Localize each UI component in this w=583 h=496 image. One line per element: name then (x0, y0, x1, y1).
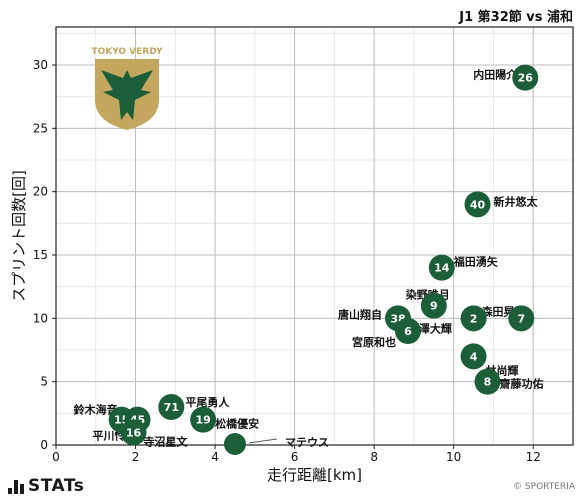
y-tick-label: 5 (40, 375, 48, 389)
player-marker (394, 318, 421, 344)
x-tick-label: 2 (132, 450, 140, 464)
player-number-label: 6 (404, 325, 412, 338)
player-labels: 内田陽介新井悠太福田湧矢染野唯月森田晃樹唐山翔自宮原和也深澤大輝林尚輝齋藤功佑平… (74, 68, 544, 449)
player-point: 26 (512, 64, 539, 91)
stats-bars-icon (8, 480, 24, 494)
player-marker (420, 292, 447, 319)
player-name-label: 内田陽介 (473, 68, 518, 82)
player-point: 8 (474, 368, 501, 395)
axes: 0 2 4 6 8 10 12 0 5 10 15 20 25 30 走行距離[km] スプリント回数[回] (10, 26, 574, 484)
copyright: © SPORTERIA (513, 482, 575, 492)
player-number-label: 2 (470, 312, 478, 325)
player-marker (120, 419, 147, 446)
player-number-label: 19 (195, 414, 210, 427)
player-name-label: 寺沼星文 (143, 434, 188, 448)
player-name-label: 平尾勇人 (185, 395, 230, 409)
player-name-label: 宮原和也 (352, 335, 396, 349)
player-number-label: 4 (470, 350, 478, 363)
player-number-label: 9 (430, 300, 438, 313)
player-point: 16 (120, 419, 147, 446)
player-marker (158, 394, 185, 420)
player-point: 7 (508, 305, 535, 332)
player-name-label: マテウス (285, 436, 329, 449)
player-point: 14 (428, 254, 455, 281)
player-point: 40 (464, 191, 491, 218)
y-tick-label: 10 (33, 311, 48, 325)
x-axis-title: 走行距離[km] (267, 466, 362, 484)
team-logo: TOKYO VERDY (91, 47, 163, 130)
y-tick-label: 0 (40, 438, 48, 452)
player-point: 9 (420, 292, 447, 319)
player-point: 19 (190, 406, 217, 433)
stats-logo: STATs (8, 476, 85, 496)
player-point: 71 (158, 394, 185, 420)
player-point: 2 (460, 305, 487, 332)
y-tick-label: 25 (33, 121, 48, 135)
player-marker (464, 191, 491, 218)
label-leader-line (248, 438, 278, 444)
x-tick-label: 4 (211, 450, 219, 464)
x-tick-label: 6 (291, 450, 299, 464)
player-number-label: 8 (484, 376, 492, 389)
player-number-label: 71 (164, 401, 179, 414)
player-name-label: 鈴木海音 (74, 403, 118, 417)
player-number-label: 16 (126, 426, 142, 439)
player-marker (428, 254, 455, 281)
x-tick-label: 12 (526, 450, 541, 464)
player-number-label: 7 (517, 312, 525, 325)
chart-title: J1 第32節 vs 浦和 (459, 10, 573, 25)
player-name-label: 齋藤功佑 (498, 377, 543, 391)
player-name-label: 松橋優安 (215, 417, 259, 431)
player-points: 264014927386487119154516 (108, 64, 539, 455)
plot-frame (55, 26, 574, 446)
x-tick-label: 10 (446, 450, 461, 464)
player-marker (460, 343, 487, 370)
player-marker (460, 305, 487, 332)
player-name-label: 福田湧矢 (453, 255, 499, 269)
player-name-label: 新井悠太 (494, 194, 539, 208)
eagle-icon (101, 70, 153, 120)
player-point: 6 (394, 318, 421, 344)
x-tick-label: 8 (370, 450, 378, 464)
player-marker (508, 305, 535, 332)
team-logo-text: TOKYO VERDY (91, 47, 163, 57)
x-tick-label: 0 (52, 450, 60, 464)
player-name-label: 唐山翔自 (338, 307, 382, 321)
y-tick-label: 20 (33, 185, 48, 199)
player-point: 4 (460, 343, 487, 370)
player-marker (512, 64, 539, 91)
player-number-label: 26 (518, 72, 534, 85)
y-tick-label: 30 (33, 58, 48, 72)
player-number-label: 14 (434, 262, 450, 275)
player-number-label: 40 (470, 198, 486, 211)
y-tick-label: 15 (33, 248, 48, 262)
player-marker (474, 368, 501, 395)
player-marker (223, 433, 246, 455)
player-marker (190, 406, 217, 433)
stats-logo-text: STATs (28, 476, 85, 496)
y-axis-title: スプリント回数[回] (10, 170, 28, 302)
